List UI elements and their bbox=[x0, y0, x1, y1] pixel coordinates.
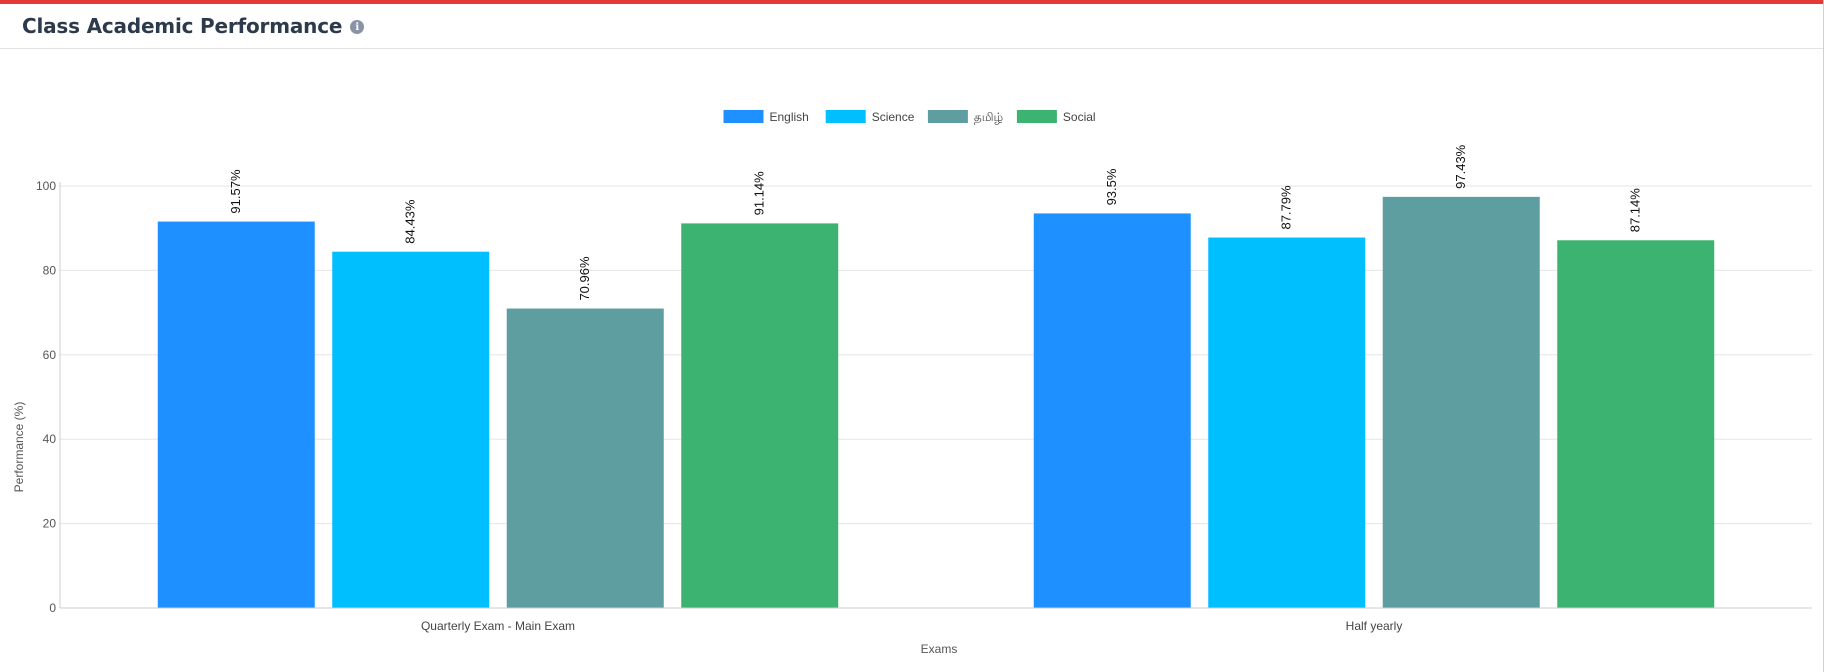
bar-English[interactable] bbox=[1033, 213, 1191, 608]
data-label: 97.43% bbox=[1453, 144, 1468, 189]
legend-item-English[interactable]: English bbox=[723, 110, 809, 124]
x-axis-title: Exams bbox=[921, 642, 958, 656]
bar-chart: 91.57% 84.43% 70.96% 91.14% 93.5% 87.79% 97.43… bbox=[12, 110, 1812, 656]
legend-swatch bbox=[825, 110, 866, 123]
data-label: 84.43% bbox=[403, 199, 418, 244]
legend-item-தமிழ்[interactable]: தமிழ் bbox=[927, 110, 1003, 124]
x-tick-label: Quarterly Exam - Main Exam bbox=[421, 619, 575, 633]
bar-தமிழ்[interactable] bbox=[1382, 196, 1540, 608]
data-label: 87.79% bbox=[1279, 185, 1294, 230]
legend-label: English bbox=[770, 110, 809, 124]
y-tick-label: 40 bbox=[43, 432, 57, 446]
y-tick-label: 60 bbox=[43, 348, 57, 362]
legend-swatch bbox=[723, 110, 764, 123]
legend-item-Science[interactable]: Science bbox=[825, 110, 915, 124]
data-label: 91.14% bbox=[752, 171, 767, 216]
info-icon[interactable]: i bbox=[350, 20, 365, 34]
legend-item-Social[interactable]: Social bbox=[1016, 110, 1096, 124]
data-label: 70.96% bbox=[577, 256, 592, 301]
y-tick-label: 20 bbox=[43, 517, 57, 531]
card-title: Class Academic Performance bbox=[22, 14, 343, 38]
y-tick-label: 100 bbox=[36, 179, 56, 193]
x-tick-label: Half yearly bbox=[1346, 619, 1403, 633]
bar-English[interactable] bbox=[157, 221, 315, 609]
legend-swatch bbox=[1016, 110, 1057, 123]
bar-Science[interactable] bbox=[1208, 237, 1366, 609]
y-axis-title: Performance (%) bbox=[12, 402, 26, 493]
data-label: 93.5% bbox=[1104, 168, 1119, 205]
top-accent-bar bbox=[0, 0, 1824, 4]
card-header: Class Academic Performance i bbox=[0, 4, 1823, 49]
bar-Social[interactable] bbox=[681, 223, 839, 608]
data-label: 91.57% bbox=[228, 169, 243, 214]
y-tick-label: 0 bbox=[49, 601, 56, 615]
bar-தமிழ்[interactable] bbox=[506, 308, 664, 608]
bar-Science[interactable] bbox=[332, 251, 490, 609]
data-label: 87.14% bbox=[1628, 188, 1643, 233]
legend-swatch bbox=[927, 110, 968, 123]
bar-Social[interactable] bbox=[1557, 240, 1715, 608]
legend-label: Social bbox=[1063, 110, 1096, 124]
legend-label: தமிழ் bbox=[974, 110, 1003, 124]
legend-label: Science bbox=[872, 110, 915, 124]
y-tick-label: 80 bbox=[43, 263, 57, 277]
